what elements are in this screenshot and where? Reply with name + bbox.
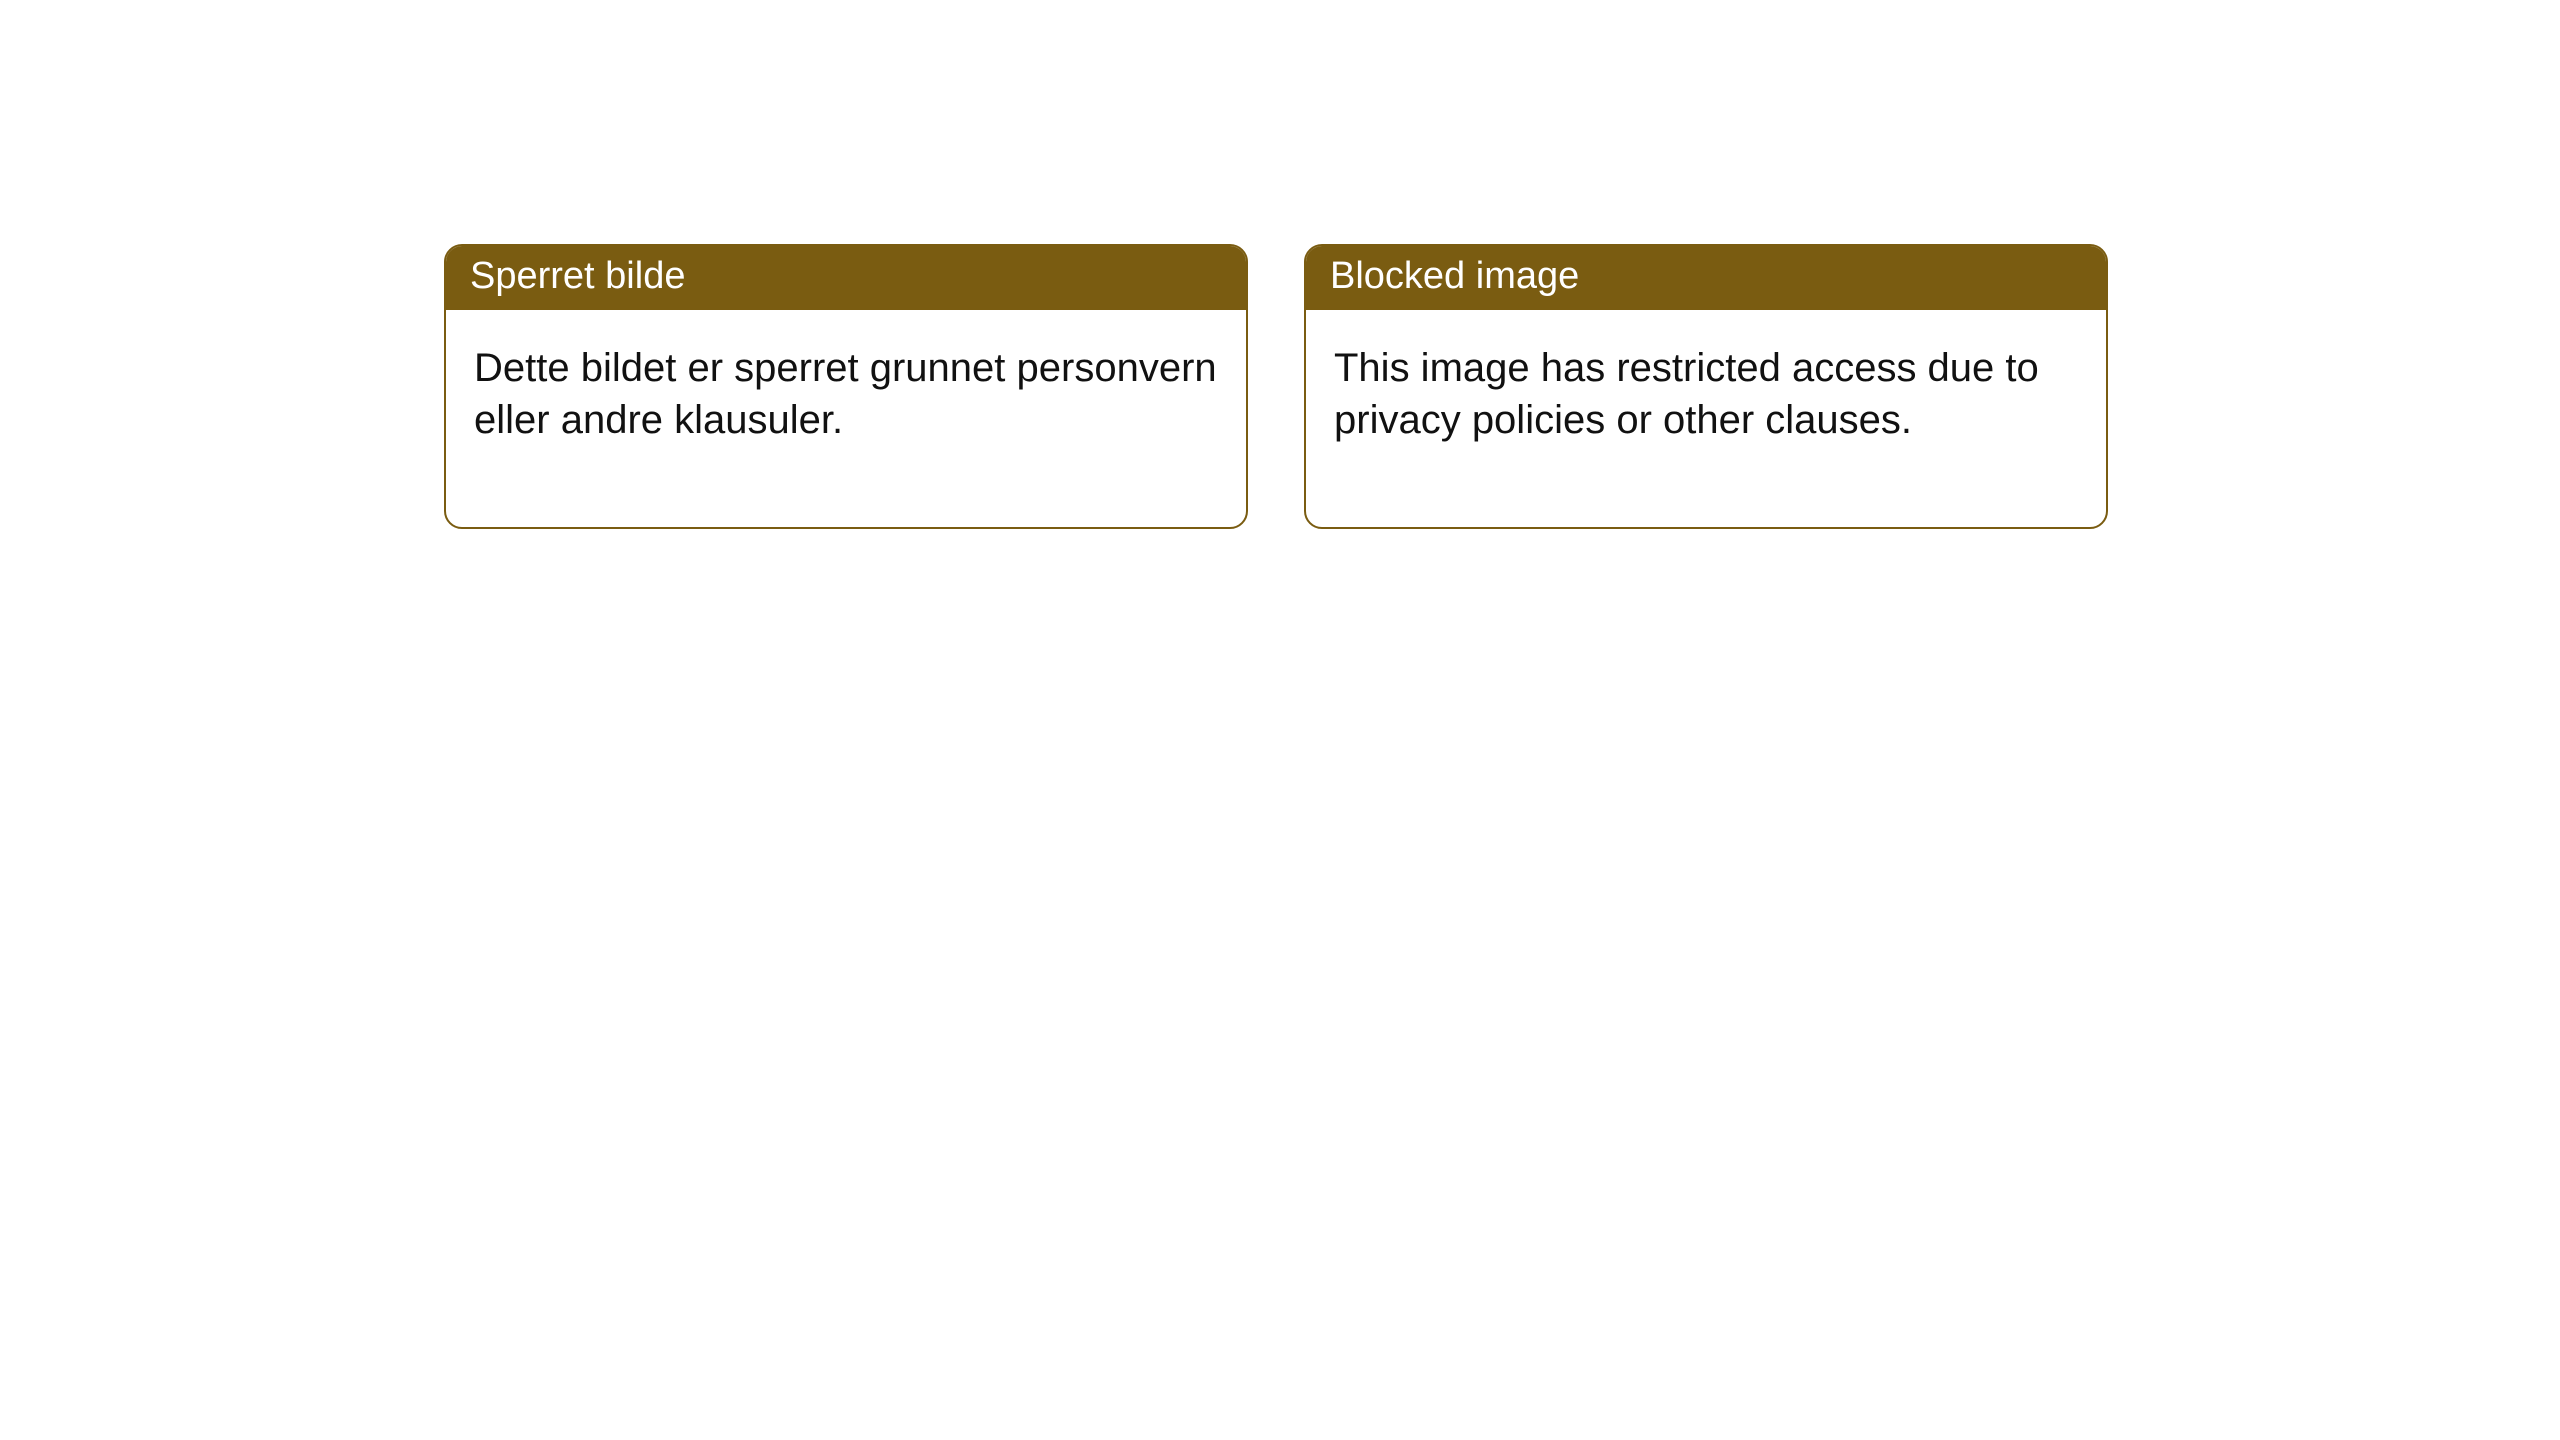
card-title: Sperret bilde xyxy=(446,246,1246,310)
cards-row: Sperret bilde Dette bildet er sperret gr… xyxy=(0,0,2560,529)
card-body: This image has restricted access due to … xyxy=(1306,310,2106,528)
card-title: Blocked image xyxy=(1306,246,2106,310)
card-english: Blocked image This image has restricted … xyxy=(1304,244,2108,529)
card-norwegian: Sperret bilde Dette bildet er sperret gr… xyxy=(444,244,1248,529)
card-body: Dette bildet er sperret grunnet personve… xyxy=(446,310,1246,528)
